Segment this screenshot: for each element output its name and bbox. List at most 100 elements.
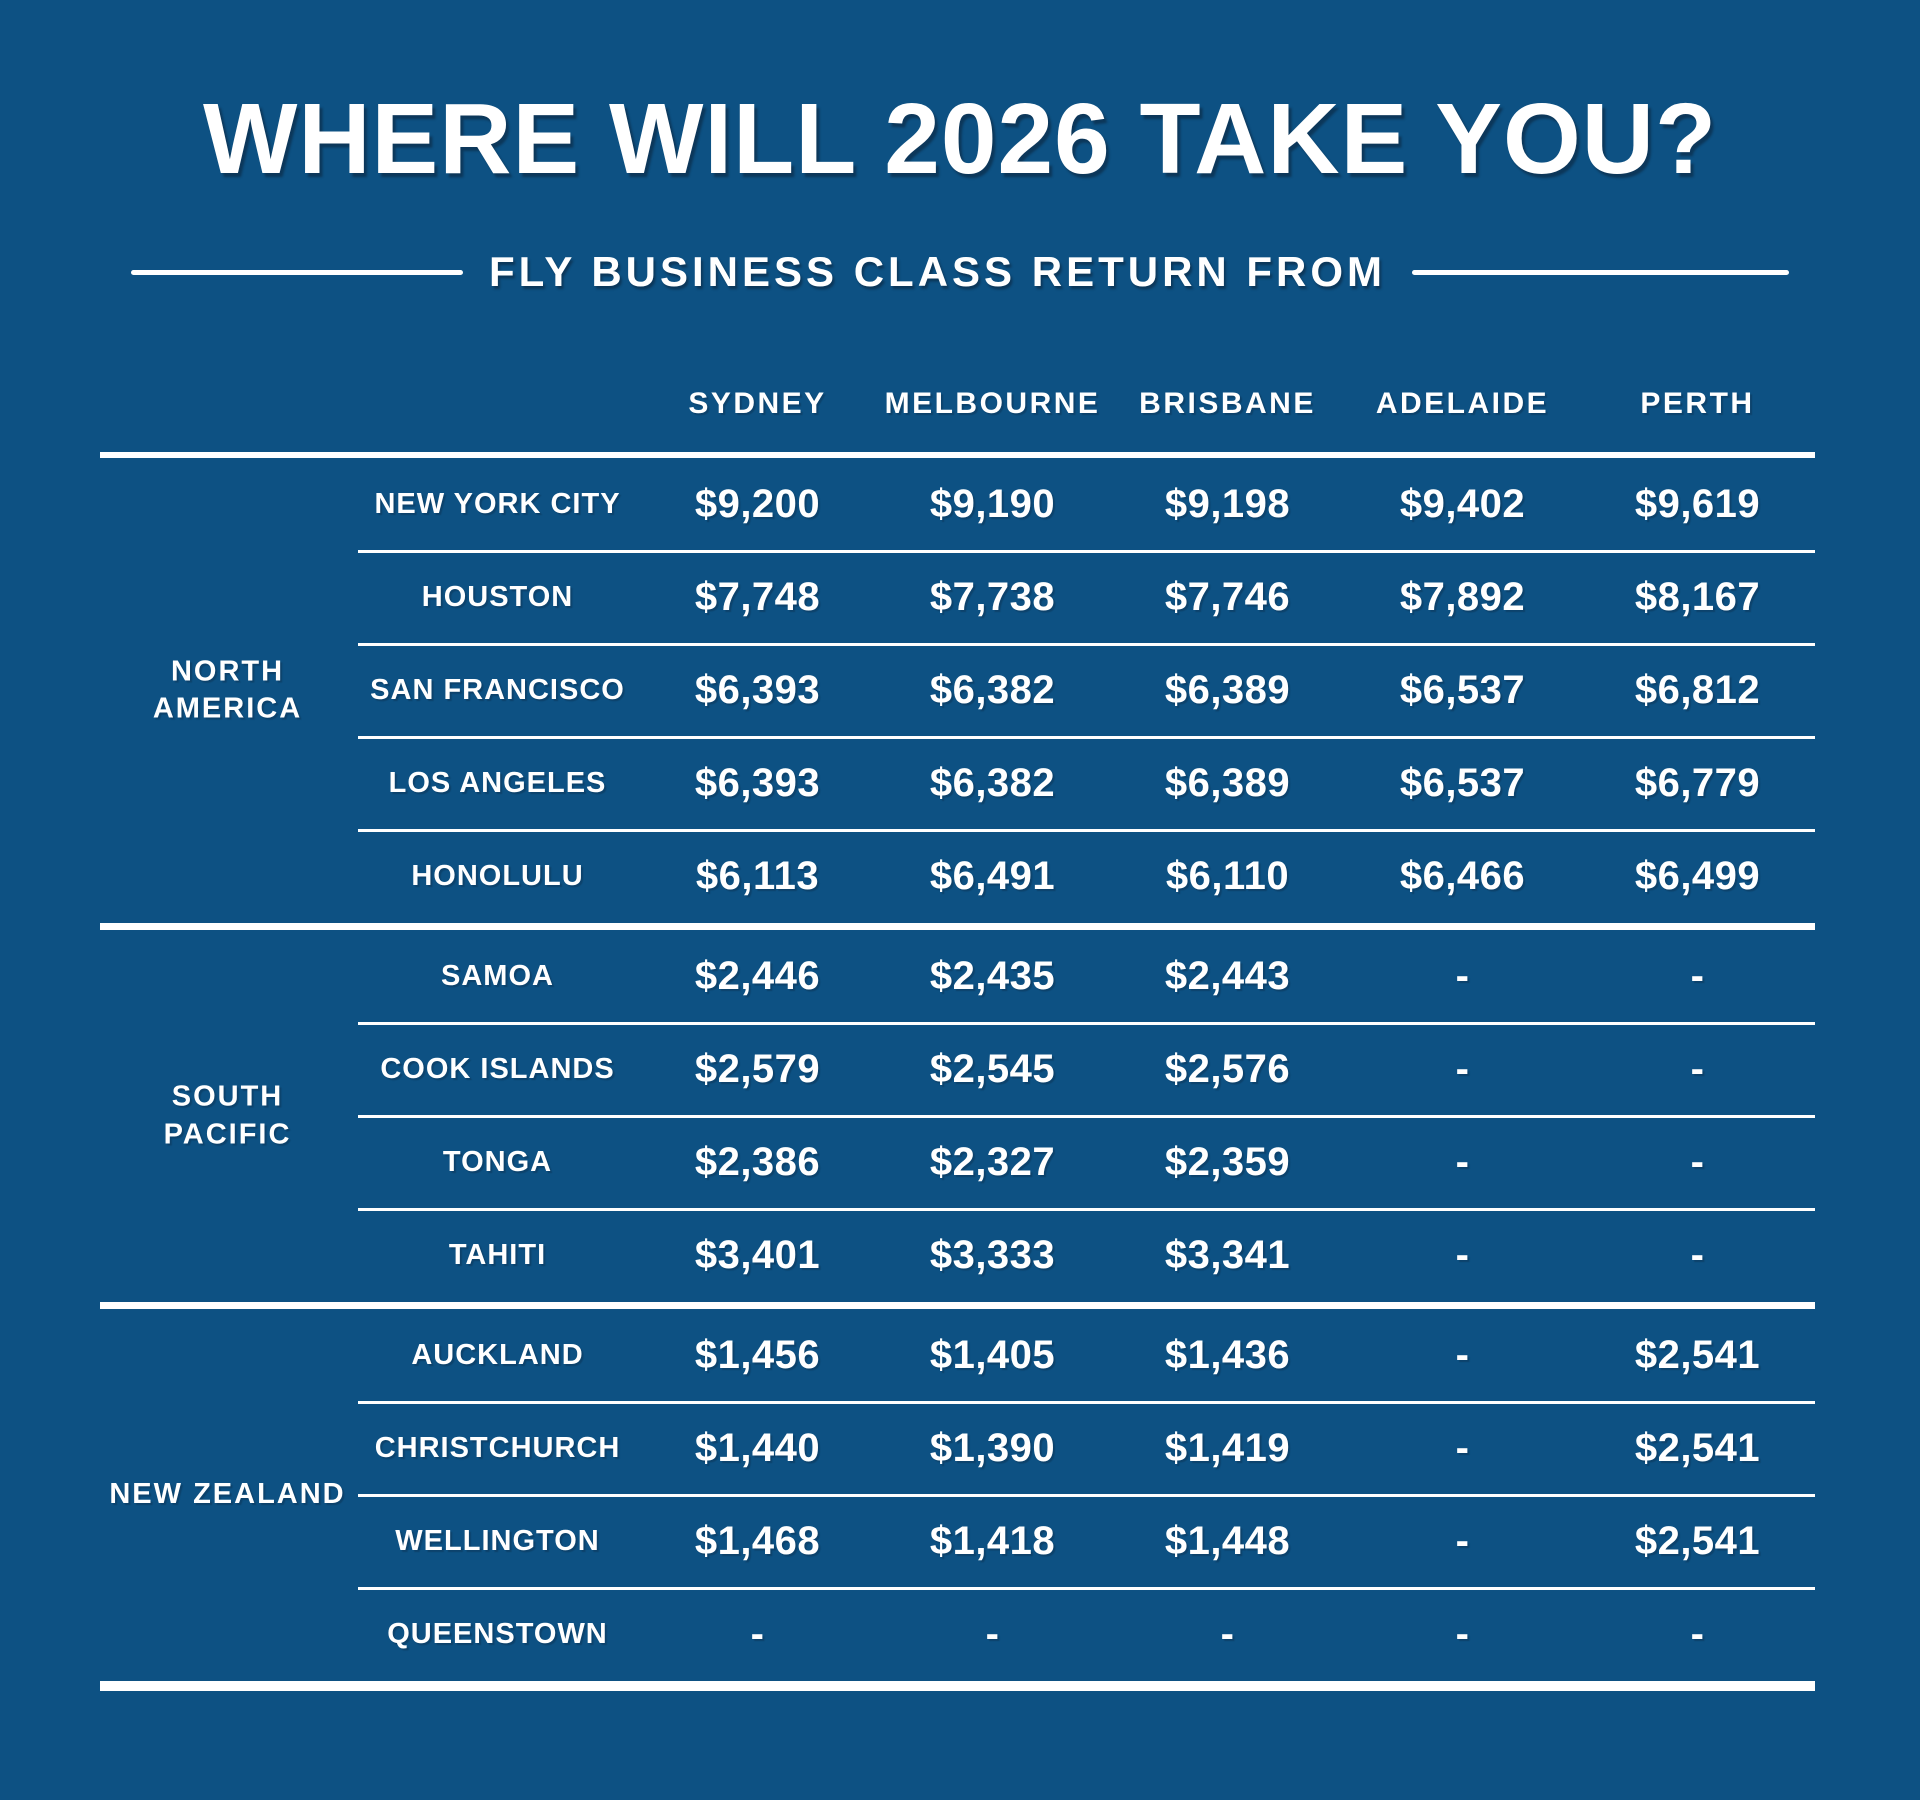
table-row-tahiti: TAHITI $3,401 $3,333 $3,341 - - <box>100 1209 1815 1302</box>
row-divider <box>358 1114 1815 1118</box>
region-section-south-pacific: SOUTH PACIFIC SAMOA $2,446 $2,435 $2,443- - CO… <box>100 930 1815 1302</box>
price-cell: $1,468 <box>694 1519 821 1563</box>
price-cell: $6,393 <box>694 668 821 712</box>
price-cell: $7,738 <box>929 575 1056 619</box>
section-divider <box>100 923 1815 930</box>
row-divider <box>358 828 1815 832</box>
empty-price-cell: - <box>1455 1426 1470 1470</box>
price-cell: $1,448 <box>1164 1519 1291 1563</box>
price-cell: $2,443 <box>1164 954 1291 998</box>
destination-cell-samoa: SAMOA <box>441 960 554 992</box>
price-cell: $9,198 <box>1164 482 1291 526</box>
row-divider <box>358 1400 1815 1404</box>
price-cell: $6,382 <box>929 761 1056 805</box>
price-cell: $3,401 <box>694 1233 821 1277</box>
price-cell: $9,619 <box>1634 482 1761 526</box>
price-cell: $7,748 <box>694 575 821 619</box>
price-cell: $2,579 <box>694 1047 821 1091</box>
price-cell: $6,491 <box>929 854 1056 898</box>
empty-price-cell: - <box>1690 954 1705 998</box>
price-cell: $6,113 <box>695 854 820 898</box>
price-cell: $2,386 <box>694 1140 821 1184</box>
destination-cell-wellington: WELLINGTON <box>395 1525 600 1557</box>
price-cell: $6,499 <box>1634 854 1761 898</box>
price-cell: $6,537 <box>1399 761 1526 805</box>
row-divider <box>358 1493 1815 1497</box>
price-cell: $6,812 <box>1634 668 1761 712</box>
row-divider <box>358 549 1815 553</box>
price-cell: $1,440 <box>694 1426 821 1470</box>
destination-cell-queenstown: QUEENSTOWN <box>387 1618 608 1650</box>
destination-cell-san-francisco: SAN FRANCISCO <box>370 674 625 706</box>
table-row-new-york-city: NEW YORK CITY $9,200 $9,190 $9,198 $9,402 $9,… <box>100 458 1815 551</box>
price-cell: $1,405 <box>929 1333 1056 1377</box>
price-cell: $1,418 <box>929 1519 1056 1563</box>
price-cell: $6,393 <box>694 761 821 805</box>
destination-cell-tahiti: TAHITI <box>448 1239 547 1271</box>
destination-cell-tonga: TONGA <box>442 1146 553 1178</box>
region-section-north-america: NORTH AMERICA NEW YORK CITY $9,200 $9,190 $9… <box>100 458 1815 923</box>
row-divider <box>358 1021 1815 1025</box>
table-row-queenstown: QUEENSTOWN - - - - - <box>100 1588 1815 1681</box>
page-title: WHERE WILL 2026 TAKE YOU? <box>202 83 1718 195</box>
column-header-sydney: SYDNEY <box>688 386 827 420</box>
empty-price-cell: - <box>1455 1612 1470 1656</box>
subtitle-left-rule <box>130 269 463 275</box>
fares-table: SYDNEY MELBOURNE BRISBANE ADELAIDE PERTH NOR… <box>100 355 1815 1691</box>
price-cell: $6,389 <box>1164 761 1291 805</box>
column-header-adelaide: ADELAIDE <box>1375 386 1550 420</box>
price-cell: $7,746 <box>1164 575 1291 619</box>
table-header-row: SYDNEY MELBOURNE BRISBANE ADELAIDE PERTH <box>100 355 1815 452</box>
price-cell: $9,402 <box>1399 482 1526 526</box>
empty-price-cell: - <box>985 1612 1000 1656</box>
price-cell: $1,419 <box>1164 1426 1291 1470</box>
price-cell: $3,341 <box>1164 1233 1291 1277</box>
price-cell: $2,545 <box>929 1047 1056 1091</box>
price-cell: $6,110 <box>1165 854 1290 898</box>
price-cell: $2,541 <box>1634 1426 1761 1470</box>
table-body: NORTH AMERICA NEW YORK CITY $9,200 $9,190 $9… <box>100 458 1815 1691</box>
empty-price-cell: - <box>1455 1519 1470 1563</box>
row-divider <box>358 735 1815 739</box>
destination-cell-los-angeles: LOS ANGELES <box>388 767 607 799</box>
price-cell: $6,779 <box>1634 761 1761 805</box>
price-cell: $9,190 <box>929 482 1056 526</box>
region-section-new-zealand: NEW ZEALAND AUCKLAND $1,456 $1,405 $1,436 - $2… <box>100 1309 1815 1681</box>
empty-price-cell: - <box>750 1612 765 1656</box>
region-label-new-zealand: NEW ZEALAND <box>109 1478 346 1511</box>
region-label-north-america: NORTH AMERICA <box>152 654 303 725</box>
price-cell: $2,541 <box>1634 1333 1761 1377</box>
empty-price-cell: - <box>1455 1233 1470 1277</box>
destination-cell-houston: HOUSTON <box>421 581 574 613</box>
price-cell: $6,382 <box>929 668 1056 712</box>
empty-price-cell: - <box>1690 1612 1705 1656</box>
column-header-perth: PERTH <box>1640 386 1755 420</box>
row-divider <box>358 1586 1815 1590</box>
table-row-christchurch: CHRISTCHURCH $1,440 $1,390 $1,419 - $2,541 <box>100 1402 1815 1495</box>
empty-price-cell: - <box>1455 1047 1470 1091</box>
row-divider <box>358 1207 1815 1211</box>
price-cell: $9,200 <box>694 482 821 526</box>
section-divider <box>100 1302 1815 1309</box>
destination-cell-new-york-city: NEW YORK CITY <box>374 488 621 520</box>
subtitle-right-rule <box>1412 269 1790 275</box>
price-cell: $1,456 <box>694 1333 821 1377</box>
price-cell: $2,576 <box>1164 1047 1291 1091</box>
price-cell: $2,327 <box>929 1140 1056 1184</box>
table-row-samoa: SAMOA $2,446 $2,435 $2,443 - - <box>100 930 1815 1023</box>
empty-price-cell: - <box>1455 954 1470 998</box>
price-cell: $6,389 <box>1164 668 1291 712</box>
table-row-houston: HOUSTON $7,748 $7,738 $7,746 $7,892 $8,167 <box>100 551 1815 644</box>
table-row-cook-islands: COOK ISLANDS $2,579 $2,545 $2,576 - - <box>100 1023 1815 1116</box>
column-header-brisbane: BRISBANE <box>1139 386 1316 420</box>
table-bottom-rule <box>100 1681 1815 1691</box>
column-header-melbourne: MELBOURNE <box>884 386 1101 420</box>
subtitle-row: FLY BUSINESS CLASS RETURN FROM <box>0 248 1920 296</box>
price-cell: $1,390 <box>929 1426 1056 1470</box>
empty-price-cell: - <box>1455 1333 1470 1377</box>
empty-price-cell: - <box>1690 1233 1705 1277</box>
price-cell: $1,436 <box>1164 1333 1291 1377</box>
destination-cell-cook-islands: COOK ISLANDS <box>380 1053 615 1085</box>
price-cell: $6,466 <box>1399 854 1526 898</box>
